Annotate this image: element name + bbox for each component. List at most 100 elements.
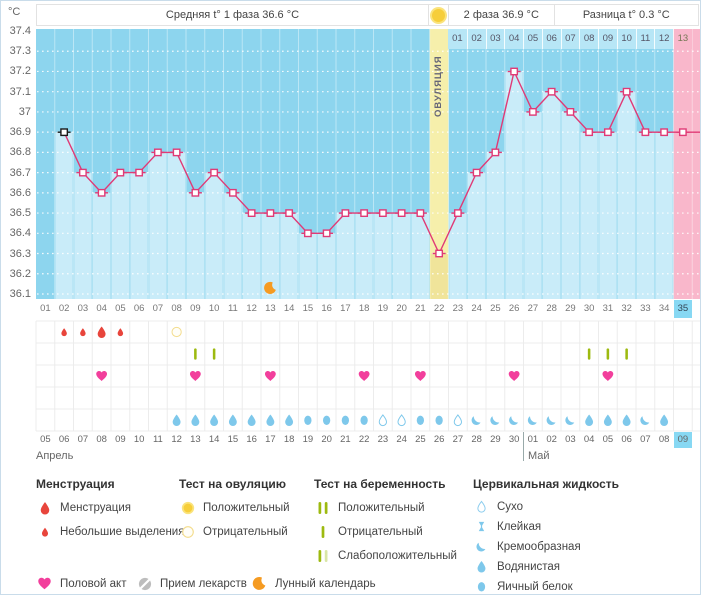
cycle-day-cell-31[interactable]: 31 bbox=[602, 303, 614, 314]
cycle-day-cell-29[interactable]: 29 bbox=[565, 303, 576, 314]
date-cell-14[interactable]: 14 bbox=[208, 434, 220, 445]
cycle-day-cell-05[interactable]: 05 bbox=[115, 303, 126, 314]
temp-point-day-31[interactable] bbox=[603, 128, 612, 137]
date-cell-24[interactable]: 24 bbox=[396, 434, 407, 445]
date-cell-06[interactable]: 06 bbox=[621, 434, 632, 445]
date-cell-04[interactable]: 04 bbox=[583, 434, 595, 445]
temp-point-day-29[interactable] bbox=[566, 107, 575, 116]
cycle-day-cell-20[interactable]: 20 bbox=[396, 303, 407, 314]
cycle-day-cell-08[interactable]: 08 bbox=[171, 303, 182, 314]
date-cell-16[interactable]: 16 bbox=[246, 434, 257, 445]
cycle-day-cell-32[interactable]: 32 bbox=[621, 303, 632, 314]
cycle-day-cell-28[interactable]: 28 bbox=[546, 303, 557, 314]
cycle-day-cell-24[interactable]: 24 bbox=[471, 303, 482, 314]
date-cell-05[interactable]: 05 bbox=[602, 434, 614, 445]
cycle-day-cell-11[interactable]: 11 bbox=[227, 303, 238, 314]
cycle-day-cell-07[interactable]: 07 bbox=[152, 303, 164, 314]
date-cell-07[interactable]: 07 bbox=[77, 434, 89, 445]
date-cell-01[interactable]: 01 bbox=[527, 434, 539, 445]
temp-point-day-4[interactable] bbox=[97, 188, 106, 197]
temp-point-day-24[interactable] bbox=[472, 168, 481, 177]
cycle-day-cell-19[interactable]: 19 bbox=[377, 303, 389, 314]
temp-point-day-22[interactable] bbox=[435, 249, 444, 258]
temp-point-day-5[interactable] bbox=[116, 168, 125, 177]
temp-point-day-27[interactable] bbox=[528, 107, 537, 116]
temp-point-day-2[interactable] bbox=[60, 128, 69, 137]
date-cell-09[interactable]: 09 bbox=[673, 432, 693, 448]
cycle-day-cell-25[interactable]: 25 bbox=[490, 303, 501, 314]
date-cell-02[interactable]: 02 bbox=[546, 434, 557, 445]
cycle-day-cell-26[interactable]: 26 bbox=[508, 303, 520, 314]
temp-point-day-35[interactable] bbox=[678, 128, 687, 137]
date-cell-18[interactable]: 18 bbox=[283, 434, 295, 445]
temp-point-day-6[interactable] bbox=[135, 168, 144, 177]
date-cell-17[interactable]: 17 bbox=[265, 434, 276, 445]
cycle-day-cell-16[interactable]: 16 bbox=[321, 303, 332, 314]
date-cell-23[interactable]: 23 bbox=[377, 434, 389, 445]
date-cell-30[interactable]: 30 bbox=[508, 434, 520, 445]
date-cell-12[interactable]: 12 bbox=[171, 434, 182, 445]
date-cell-05[interactable]: 05 bbox=[40, 434, 51, 445]
date-cell-13[interactable]: 13 bbox=[190, 434, 201, 445]
cycle-day-cell-18[interactable]: 18 bbox=[358, 303, 370, 314]
temp-point-day-23[interactable] bbox=[453, 209, 462, 217]
cycle-day-cell-04[interactable]: 04 bbox=[96, 303, 107, 314]
cycle-day-cell-21[interactable]: 21 bbox=[415, 303, 426, 314]
cycle-day-cell-23[interactable]: 23 bbox=[452, 303, 464, 314]
date-cell-22[interactable]: 22 bbox=[358, 434, 370, 445]
date-cell-09[interactable]: 09 bbox=[115, 434, 126, 445]
cycle-day-cell-14[interactable]: 14 bbox=[283, 303, 295, 314]
temp-point-day-32[interactable] bbox=[622, 87, 631, 96]
cycle-day-cell-12[interactable]: 12 bbox=[246, 303, 257, 314]
cycle-day-cell-35[interactable]: 35 bbox=[673, 300, 693, 318]
date-cell-25[interactable]: 25 bbox=[415, 434, 426, 445]
date-cell-06[interactable]: 06 bbox=[58, 434, 70, 445]
temp-point-day-20[interactable] bbox=[397, 209, 406, 217]
cycle-day-cell-17[interactable]: 17 bbox=[340, 303, 351, 314]
date-cell-26[interactable]: 26 bbox=[433, 434, 445, 445]
date-cell-03[interactable]: 03 bbox=[565, 434, 576, 445]
temp-point-day-26[interactable] bbox=[510, 67, 519, 76]
date-cell-08[interactable]: 08 bbox=[658, 434, 670, 445]
temp-point-day-30[interactable] bbox=[585, 128, 594, 137]
temp-point-day-19[interactable] bbox=[378, 209, 387, 217]
date-cell-27[interactable]: 27 bbox=[452, 434, 464, 445]
cycle-day-cell-15[interactable]: 15 bbox=[302, 303, 314, 314]
temp-point-day-18[interactable] bbox=[360, 209, 369, 217]
temp-point-day-33[interactable] bbox=[641, 128, 650, 137]
temp-point-day-8[interactable] bbox=[172, 148, 181, 157]
cycle-day-cell-34[interactable]: 34 bbox=[658, 303, 670, 314]
temp-point-day-3[interactable] bbox=[78, 168, 87, 177]
date-cell-21[interactable]: 21 bbox=[340, 434, 351, 445]
temp-point-day-16[interactable] bbox=[322, 229, 331, 238]
cycle-day-cell-02[interactable]: 02 bbox=[58, 303, 70, 314]
temp-point-day-12[interactable] bbox=[247, 209, 256, 217]
cycle-day-cell-10[interactable]: 10 bbox=[208, 303, 220, 314]
cycle-day-cell-06[interactable]: 06 bbox=[133, 303, 145, 314]
date-cell-20[interactable]: 20 bbox=[321, 434, 332, 445]
temp-point-day-17[interactable] bbox=[341, 209, 350, 217]
date-cell-08[interactable]: 08 bbox=[96, 434, 107, 445]
temp-point-day-21[interactable] bbox=[416, 209, 425, 217]
temp-point-day-13[interactable] bbox=[266, 209, 275, 217]
date-cell-28[interactable]: 28 bbox=[471, 434, 482, 445]
date-cell-19[interactable]: 19 bbox=[302, 434, 314, 445]
temp-point-day-7[interactable] bbox=[153, 148, 162, 157]
date-cell-29[interactable]: 29 bbox=[490, 434, 501, 445]
temp-point-day-11[interactable] bbox=[228, 188, 237, 197]
date-cell-11[interactable]: 11 bbox=[152, 434, 163, 445]
date-cell-10[interactable]: 10 bbox=[133, 434, 145, 445]
temp-point-day-25[interactable] bbox=[491, 148, 500, 157]
cycle-day-cell-27[interactable]: 27 bbox=[527, 303, 539, 314]
cycle-day-cell-03[interactable]: 03 bbox=[77, 303, 89, 314]
date-cell-15[interactable]: 15 bbox=[227, 434, 239, 445]
cycle-day-cell-22[interactable]: 22 bbox=[433, 303, 445, 314]
temp-point-day-15[interactable] bbox=[303, 229, 312, 238]
cycle-day-cell-09[interactable]: 09 bbox=[190, 303, 201, 314]
date-cell-07[interactable]: 07 bbox=[640, 434, 651, 445]
cycle-day-cell-13[interactable]: 13 bbox=[265, 303, 276, 314]
temp-point-day-14[interactable] bbox=[285, 209, 294, 217]
temp-point-day-28[interactable] bbox=[547, 87, 556, 96]
temp-point-day-9[interactable] bbox=[191, 188, 200, 197]
cycle-day-cell-33[interactable]: 33 bbox=[640, 303, 651, 314]
